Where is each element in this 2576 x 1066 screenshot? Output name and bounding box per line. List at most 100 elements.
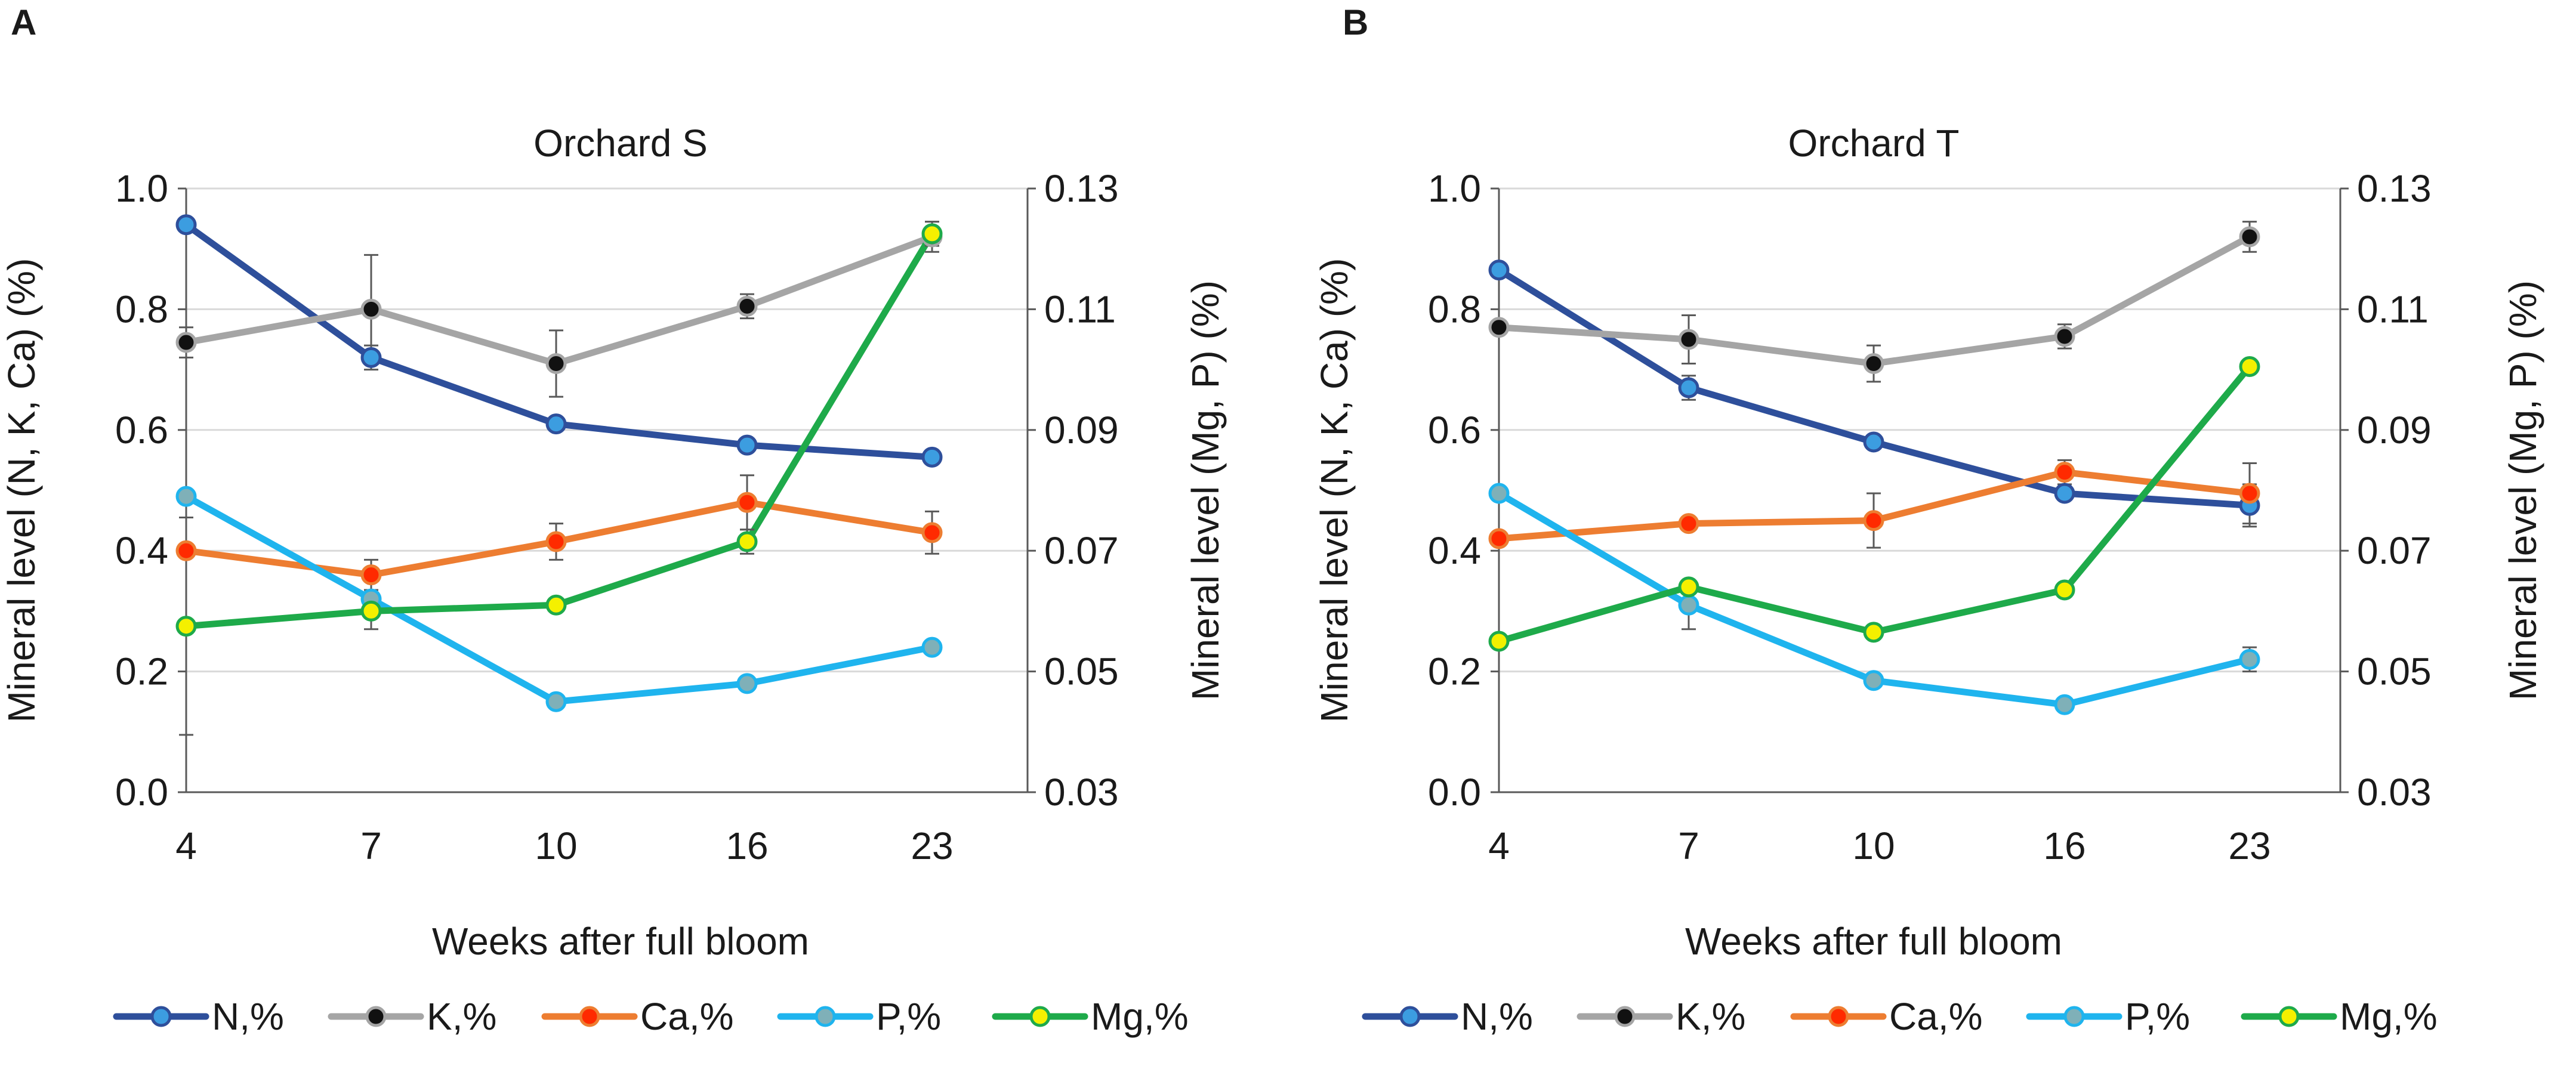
data-point-n xyxy=(1488,259,1510,281)
data-point-mg xyxy=(545,594,567,616)
data-point-p xyxy=(2239,648,2260,670)
data-point-k xyxy=(2239,226,2260,248)
legend-label-mg: Mg,% xyxy=(2340,995,2438,1038)
data-point-mg xyxy=(736,531,758,552)
data-point-n xyxy=(360,347,382,368)
y-tick-label: 0.8 xyxy=(115,288,168,330)
y-axis-label: Mineral level (N, K, Ca) (%) xyxy=(1313,258,1356,723)
panel-b: B Orchard T N,% K,% Ca,% P,% Mg,% 0.0 0.2 0.4 0… xyxy=(1313,2,2544,1038)
data-point-ca xyxy=(2239,483,2260,504)
legend-marker-n xyxy=(1399,1006,1421,1027)
y2-axis-label: Mineral level (Mg, P) (%) xyxy=(2501,280,2544,700)
data-point-ca xyxy=(736,492,758,513)
y2-tick-label: 0.09 xyxy=(1044,409,1119,452)
data-point-p xyxy=(1863,670,1884,691)
legend-marker-p xyxy=(815,1006,836,1027)
x-tick-label: 16 xyxy=(2043,824,2086,867)
data-point-mg xyxy=(2239,356,2260,378)
chart-title: Orchard T xyxy=(1788,122,1960,165)
y2-tick-label: 0.11 xyxy=(1044,288,1116,330)
legend-label-ca: Ca,% xyxy=(640,995,734,1038)
series-line-n xyxy=(1495,267,2253,509)
y-tick-label: 1.0 xyxy=(115,167,168,210)
legend-label-k: K,% xyxy=(1676,995,1745,1038)
data-point-mg xyxy=(1678,576,1699,598)
x-tick-label: 10 xyxy=(1852,824,1895,867)
data-point-mg xyxy=(360,600,382,622)
y-tick-label: 0.8 xyxy=(1428,288,1481,330)
legend-marker-ca xyxy=(579,1006,600,1027)
y-tick-label: 0.4 xyxy=(1428,529,1481,572)
data-point-n xyxy=(2054,483,2075,504)
data-point-p xyxy=(736,673,758,694)
chart-title: Orchard S xyxy=(533,122,708,165)
data-point-k xyxy=(545,353,567,374)
legend-label-p: P,% xyxy=(2125,995,2190,1038)
y-tick-label: 1.0 xyxy=(1428,167,1481,210)
y-tick-label: 0.6 xyxy=(1428,409,1481,452)
data-point-k xyxy=(175,332,197,353)
y-tick-label: 0.0 xyxy=(115,771,168,814)
legend-marker-k xyxy=(1614,1006,1636,1027)
y-tick-label: 0.6 xyxy=(115,409,168,452)
data-point-ca xyxy=(1488,528,1510,549)
data-point-n xyxy=(921,446,943,468)
y-axis-label: Mineral level (N, K, Ca) (%) xyxy=(0,258,43,723)
data-point-k xyxy=(736,295,758,317)
x-tick-label: 16 xyxy=(726,824,768,867)
panel-letter-a: A xyxy=(11,2,36,42)
legend-label-k: K,% xyxy=(427,995,496,1038)
y2-tick-label: 0.11 xyxy=(2357,288,2429,330)
x-tick-label: 23 xyxy=(911,824,953,867)
legend-label-n: N,% xyxy=(1461,995,1533,1038)
data-point-mg xyxy=(175,616,197,637)
data-point-p xyxy=(545,691,567,712)
legend-marker-n xyxy=(150,1006,172,1027)
y-tick-label: 0.4 xyxy=(115,529,168,572)
legend-marker-mg xyxy=(2278,1006,2300,1027)
legend-marker-mg xyxy=(1029,1006,1051,1027)
y2-tick-label: 0.09 xyxy=(2357,409,2432,452)
legend-marker-k xyxy=(365,1006,387,1027)
x-axis-label: Weeks after full bloom xyxy=(1685,920,2062,963)
data-point-p xyxy=(1488,483,1510,504)
data-point-p xyxy=(2054,694,2075,715)
x-tick-label: 10 xyxy=(535,824,577,867)
y2-tick-label: 0.03 xyxy=(2357,771,2432,814)
series-line-k xyxy=(1495,233,2253,367)
y2-tick-label: 0.05 xyxy=(2357,650,2432,693)
legend: N,% K,% Ca,% P,% Mg,% xyxy=(1362,995,2438,1038)
data-point-p xyxy=(1678,594,1699,616)
panel-letter-b: B xyxy=(1343,2,1368,42)
data-point-n xyxy=(1678,377,1699,398)
y2-tick-label: 0.03 xyxy=(1044,771,1119,814)
data-point-k xyxy=(1488,317,1510,338)
legend-marker-p xyxy=(2063,1006,2085,1027)
data-point-ca xyxy=(175,540,197,561)
y2-axis-label: Mineral level (Mg, P) (%) xyxy=(1184,280,1227,700)
data-point-k xyxy=(360,298,382,320)
data-point-n xyxy=(175,214,197,236)
panel-a: A Orchard S N,% K,% Ca,% P,% Mg,% 0.0 0.2 0.4 0… xyxy=(0,2,1227,1038)
y-tick-label: 0.2 xyxy=(115,650,168,693)
data-point-mg xyxy=(921,223,943,245)
y2-tick-label: 0.07 xyxy=(2357,529,2432,572)
data-point-k xyxy=(1863,353,1884,374)
x-tick-label: 23 xyxy=(2228,824,2270,867)
y2-tick-label: 0.13 xyxy=(1044,167,1119,210)
data-point-n xyxy=(545,413,567,435)
legend-label-ca: Ca,% xyxy=(1889,995,1983,1038)
y2-tick-label: 0.13 xyxy=(2357,167,2432,210)
y2-tick-label: 0.07 xyxy=(1044,529,1119,572)
data-point-ca xyxy=(1863,510,1884,532)
data-point-k xyxy=(1678,329,1699,350)
data-point-p xyxy=(921,636,943,658)
legend-marker-ca xyxy=(1828,1006,1849,1027)
y2-tick-label: 0.05 xyxy=(1044,650,1119,693)
x-tick-label: 4 xyxy=(175,824,197,867)
data-point-p xyxy=(175,486,197,507)
data-point-ca xyxy=(1678,513,1699,534)
legend-label-mg: Mg,% xyxy=(1091,995,1189,1038)
data-point-n xyxy=(1863,431,1884,453)
